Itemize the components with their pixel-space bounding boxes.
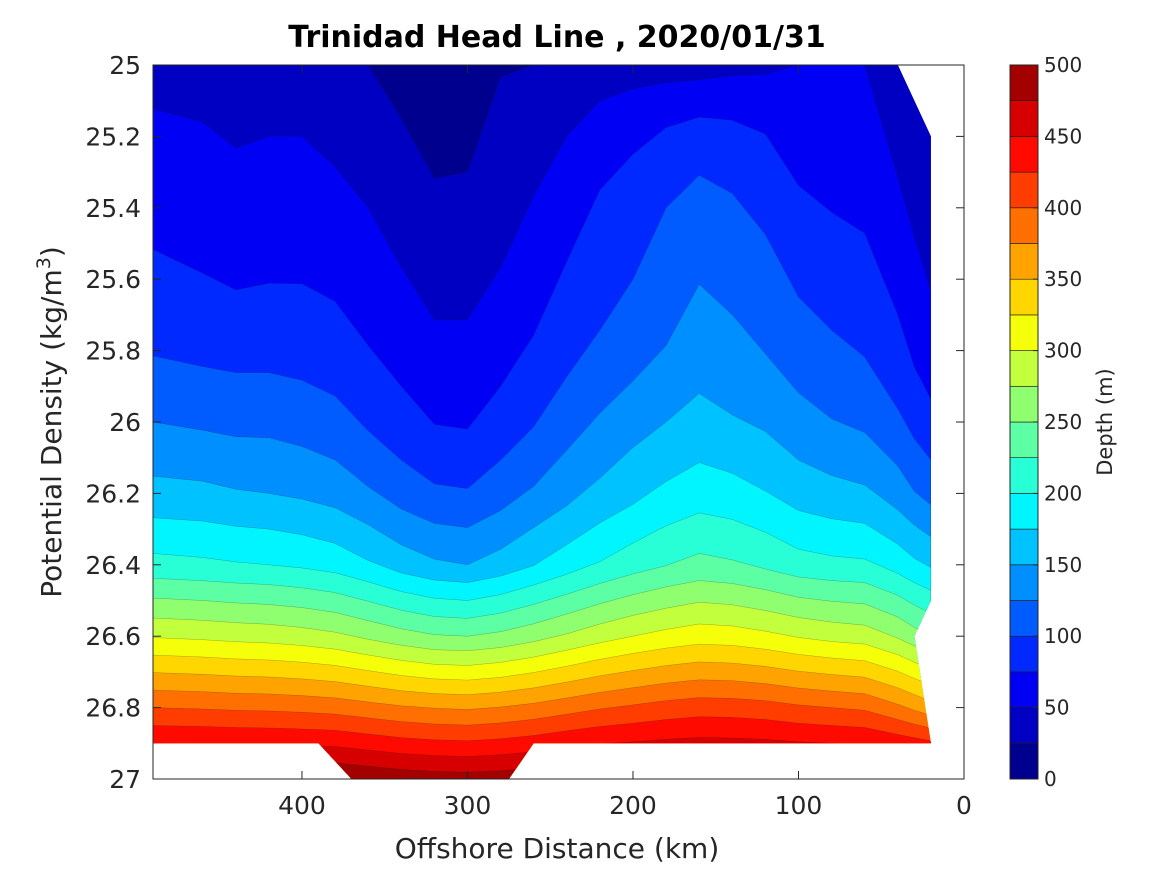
y-tick-label: 26 [109, 408, 141, 437]
y-tick-label: 25 [109, 51, 141, 80]
x-tick-label: 400 [278, 791, 326, 820]
colorbar-swatch [1009, 457, 1039, 494]
x-tick-label: 100 [775, 791, 823, 820]
colorbar-swatch [1009, 528, 1039, 566]
x-tick-label: 300 [444, 791, 492, 820]
colorbar-swatch [1009, 100, 1039, 137]
colorbar-swatch [1009, 314, 1039, 351]
y-tick-label: 27 [109, 765, 141, 794]
colorbar-swatch [1009, 136, 1039, 173]
colorbar-label: Depth (m) [1093, 368, 1117, 475]
colorbar-swatch [1009, 64, 1039, 102]
colorbar-tick-label: 100 [1044, 624, 1082, 648]
y-tick-label: 26.4 [85, 551, 141, 580]
plot-area: 400 300 200 100 0 25 25.2 25.4 25.6 25.8 26 26.2 26… [85, 51, 972, 820]
colorbar-tick-label: 350 [1044, 267, 1082, 291]
colorbar-tick-label: 250 [1044, 410, 1082, 434]
y-tick-label: 25.6 [85, 265, 141, 294]
y-axis-label: Potential Density (kg/m3) [33, 246, 68, 598]
colorbar-tick-label: 500 [1044, 53, 1082, 77]
colorbar-tick-label: 450 [1044, 124, 1082, 148]
colorbar-swatch [1009, 350, 1039, 387]
colorbar-tick-label: 300 [1044, 339, 1082, 363]
filled-contours [153, 65, 931, 779]
colorbar-swatch [1009, 742, 1039, 780]
colorbar-swatch [1009, 278, 1039, 316]
x-tick-label: 200 [609, 791, 657, 820]
y-axis: 25 25.2 25.4 25.6 25.8 26 26.2 26.4 26.6 26.8 27 [85, 51, 964, 794]
y-tick-label: 25.4 [85, 194, 141, 223]
colorbar-swatch [1009, 707, 1039, 744]
y-axis-label-main: Potential Density (kg/m [35, 269, 68, 598]
colorbar-swatch [1009, 493, 1039, 530]
y-axis-label-superscript: 3 [33, 257, 55, 269]
x-axis: 400 300 200 100 0 [278, 65, 972, 820]
chart-title: Trinidad Head Line , 2020/01/31 [288, 20, 825, 55]
colorbar: 0 50 100 150 200 250 300 350 400 450 500 [1009, 53, 1082, 791]
x-tick-label: 0 [956, 791, 972, 820]
colorbar-tick-label: 200 [1044, 481, 1082, 505]
y-axis-label-group: Potential Density (kg/m3) [33, 246, 68, 598]
colorbar-swatch [1009, 600, 1039, 637]
colorbar-swatch [1009, 564, 1039, 601]
y-tick-label: 26.6 [85, 622, 141, 651]
y-tick-label: 26.8 [85, 694, 141, 723]
y-tick-label: 26.2 [85, 479, 141, 508]
y-axis-label-close: ) [35, 246, 68, 257]
colorbar-swatch [1009, 671, 1039, 708]
colorbar-swatch [1009, 635, 1039, 673]
colorbar-swatch [1009, 207, 1039, 244]
y-tick-label: 25.2 [85, 122, 141, 151]
x-axis-label: Offshore Distance (km) [395, 832, 720, 865]
colorbar-tick-label: 400 [1044, 196, 1082, 220]
colorbar-swatch [1009, 243, 1039, 280]
y-tick-label: 25.8 [85, 337, 141, 366]
colorbar-swatch [1009, 171, 1039, 209]
colorbar-swatch [1009, 421, 1039, 459]
colorbar-tick-label: 0 [1044, 767, 1057, 791]
colorbar-swatch [1009, 385, 1039, 423]
colorbar-tick-label: 150 [1044, 553, 1082, 577]
colorbar-tick-label: 50 [1044, 696, 1069, 720]
